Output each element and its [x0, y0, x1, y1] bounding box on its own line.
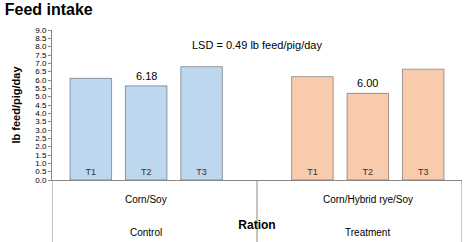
svg-text:T2: T2	[141, 167, 152, 177]
svg-text:T3: T3	[418, 167, 429, 177]
svg-text:T1: T1	[86, 167, 97, 177]
svg-text:T2: T2	[363, 167, 374, 177]
svg-text:2.0: 2.0	[35, 142, 47, 151]
svg-text:8.0: 8.0	[35, 42, 47, 51]
svg-text:T1: T1	[307, 167, 318, 177]
svg-text:0.5: 0.5	[35, 167, 47, 176]
svg-text:T3: T3	[196, 167, 207, 177]
svg-text:6.5: 6.5	[35, 67, 47, 76]
svg-text:4.5: 4.5	[35, 101, 47, 110]
svg-text:6.0: 6.0	[35, 76, 47, 85]
svg-text:6.00: 6.00	[357, 77, 378, 89]
svg-text:1.0: 1.0	[35, 159, 47, 168]
svg-text:0.0: 0.0	[35, 176, 47, 185]
svg-text:5.0: 5.0	[35, 92, 47, 101]
svg-text:Feed intake: Feed intake	[5, 1, 93, 18]
svg-text:Ration: Ration	[238, 218, 275, 232]
svg-text:6.18: 6.18	[136, 70, 157, 82]
svg-text:LSD = 0.49 lb feed/pig/day: LSD = 0.49 lb feed/pig/day	[192, 39, 322, 51]
svg-text:Corn/Soy: Corn/Soy	[125, 194, 167, 205]
svg-text:3.0: 3.0	[35, 126, 47, 135]
svg-text:Corn/Hybrid rye/Soy: Corn/Hybrid rye/Soy	[323, 194, 413, 205]
svg-text:8.5: 8.5	[35, 34, 47, 43]
svg-text:lb feed/pig/day: lb feed/pig/day	[10, 66, 22, 144]
svg-text:3.5: 3.5	[35, 117, 47, 126]
svg-text:Control: Control	[130, 227, 162, 238]
svg-text:2.5: 2.5	[35, 134, 47, 143]
svg-text:1.5: 1.5	[35, 151, 47, 160]
svg-text:7.0: 7.0	[35, 59, 47, 68]
svg-text:Treatment: Treatment	[345, 227, 390, 238]
svg-text:5.5: 5.5	[35, 84, 47, 93]
svg-text:7.5: 7.5	[35, 51, 47, 60]
svg-text:4.0: 4.0	[35, 109, 47, 118]
svg-text:9.0: 9.0	[35, 26, 47, 35]
